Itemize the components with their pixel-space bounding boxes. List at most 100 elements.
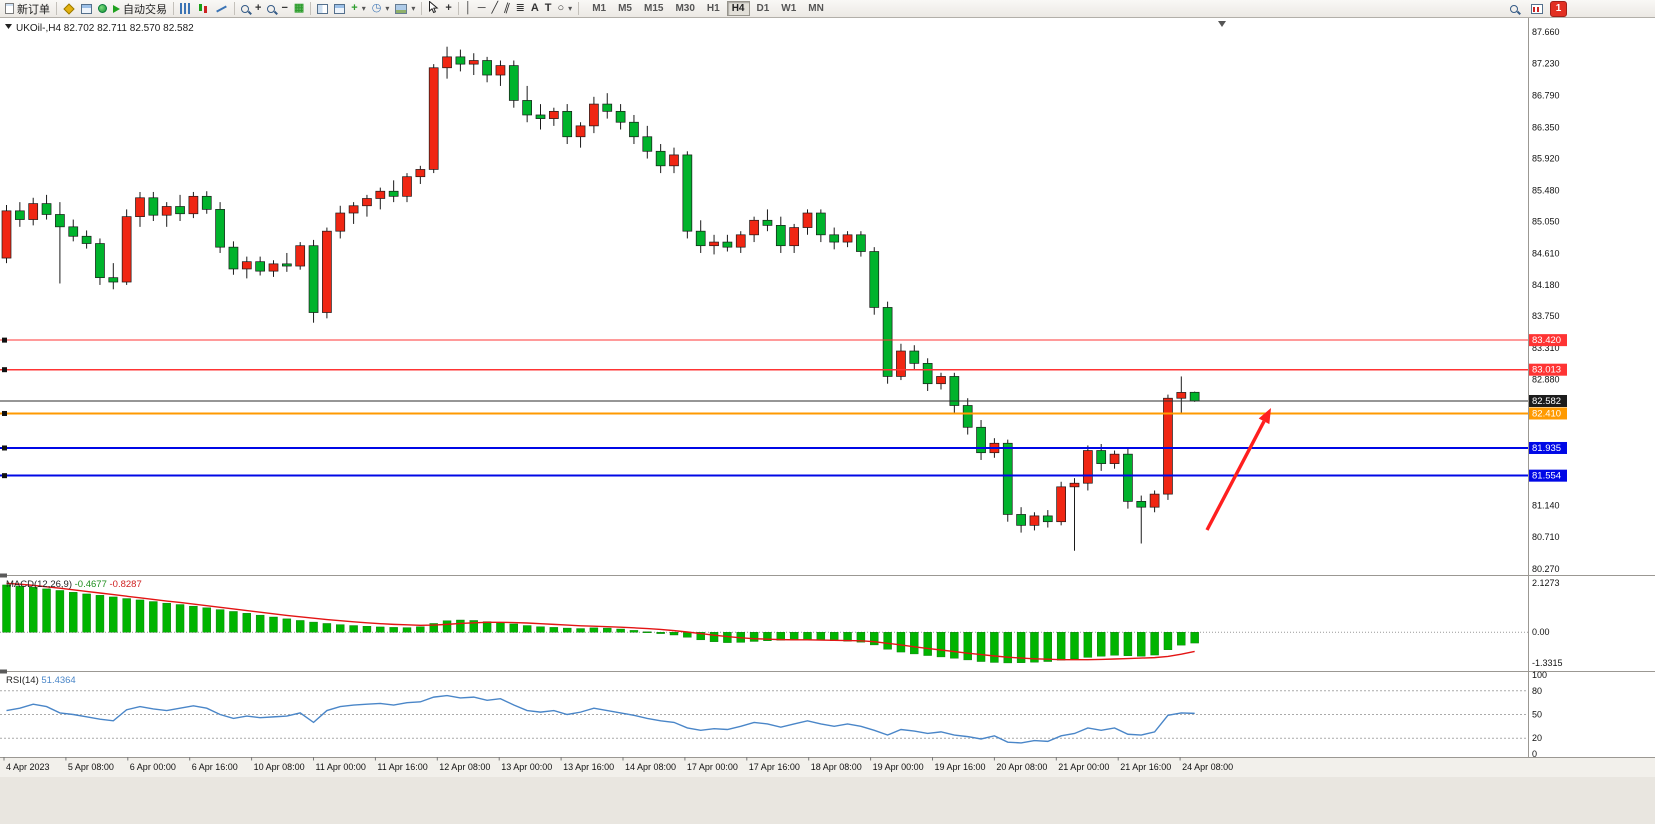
svg-text:11 Apr 00:00: 11 Apr 00:00: [316, 762, 366, 772]
horizontal-line-button[interactable]: ─: [475, 1, 489, 17]
separator-grip[interactable]: [0, 573, 7, 578]
chevron-down-icon: ▾: [568, 4, 573, 13]
crosshair-button[interactable]: +: [442, 1, 454, 17]
line-chart-button[interactable]: [212, 1, 231, 17]
orange-level-line-badge: [1529, 407, 1567, 420]
resistance-line-83013-badge: [1529, 363, 1567, 376]
text-button[interactable]: A: [528, 1, 542, 17]
chart-canvas[interactable]: 87.660 87.230 86.790 86.350 85.920 85.480 85.0…: [0, 18, 1655, 824]
resistance-line-83420-badge: [1529, 334, 1567, 347]
terminal-button[interactable]: [95, 1, 110, 17]
rsi-label: RSI(14) 51.4364: [6, 675, 76, 686]
timeframe-m30[interactable]: M30: [670, 1, 699, 16]
timeframe-m1[interactable]: M1: [587, 1, 611, 16]
tile-windows-icon: [317, 3, 329, 14]
symbol-dropdown-icon[interactable]: [5, 24, 12, 29]
svg-text:81.554: 81.554: [1532, 471, 1561, 482]
resistance-line-83013-anchor[interactable]: [2, 367, 7, 373]
channel-button[interactable]: ∥: [501, 1, 513, 17]
ellipse-icon: ○: [557, 2, 565, 14]
chevron-down-icon: ▾: [411, 4, 416, 13]
timeframe-d1[interactable]: D1: [752, 1, 775, 16]
vertical-line-button[interactable]: │: [462, 1, 475, 17]
svg-text:83.420: 83.420: [1532, 335, 1561, 346]
orange-level-line-anchor[interactable]: [2, 410, 7, 416]
resistance-line-83420-anchor[interactable]: [2, 337, 7, 343]
svg-text:4 Apr 2023: 4 Apr 2023: [6, 762, 50, 772]
support-line-81554-anchor[interactable]: [2, 473, 7, 479]
timeframe-mn[interactable]: MN: [803, 1, 829, 16]
svg-text:83.310: 83.310: [1532, 343, 1560, 353]
timeframe-h1[interactable]: H1: [702, 1, 725, 16]
svg-text:85.920: 85.920: [1532, 154, 1560, 164]
notification-badge[interactable]: 1: [1550, 0, 1567, 17]
navigator-button[interactable]: [78, 1, 95, 17]
macd-label: MACD(12,26,9) -0.4677 -0.8287: [6, 579, 142, 590]
toolbar-right-group: 1: [1507, 0, 1567, 17]
price-axis[interactable]: 87.660 87.230 86.790 86.350 85.920 85.480 85.0…: [1529, 27, 1567, 759]
svg-text:80: 80: [1532, 686, 1542, 696]
time-axis-strip[interactable]: [0, 757, 1655, 777]
svg-text:87.230: 87.230: [1532, 58, 1560, 68]
fibonacci-button[interactable]: ≣: [513, 1, 528, 17]
trendline-icon: ╱: [491, 2, 499, 14]
svg-text:21 Apr 00:00: 21 Apr 00:00: [1058, 762, 1109, 772]
zoom-out-button[interactable]: −: [264, 1, 290, 17]
svg-text:19 Apr 16:00: 19 Apr 16:00: [935, 762, 986, 772]
fibonacci-icon: ≣: [515, 2, 525, 14]
toolbar-separator: [310, 2, 312, 15]
time-axis[interactable]: 4 Apr 2023 5 Apr 08:00 6 Apr 00:00 6 Apr 16…: [3, 757, 1233, 772]
zoom-in-button[interactable]: +: [238, 1, 264, 17]
bar-chart-button[interactable]: [177, 1, 194, 17]
svg-text:21 Apr 16:00: 21 Apr 16:00: [1120, 762, 1171, 772]
current-price-line-badge: [1529, 394, 1567, 407]
timeframe-h4[interactable]: H4: [726, 1, 750, 16]
shapes-button[interactable]: ○ ▾: [555, 1, 576, 17]
terminal-icon: [98, 4, 107, 13]
timeframe-w1[interactable]: W1: [776, 1, 801, 16]
cascade-windows-button[interactable]: [331, 1, 348, 17]
search-icon: [1510, 4, 1518, 13]
zoom-in-icon: [241, 4, 249, 13]
status-strip: [0, 777, 1655, 824]
svg-text:13 Apr 00:00: 13 Apr 00:00: [501, 762, 552, 772]
svg-text:6 Apr 16:00: 6 Apr 16:00: [192, 762, 238, 772]
svg-text:13 Apr 16:00: 13 Apr 16:00: [563, 762, 614, 772]
timeframe-m15[interactable]: M15: [639, 1, 668, 16]
grid-button[interactable]: ▦: [291, 1, 307, 17]
search-button[interactable]: [1507, 1, 1524, 17]
svg-text:0.00: 0.00: [1532, 627, 1550, 637]
candlestick-series: [1, 46, 1200, 551]
chart-title: UKOil-,H4 82.702 82.711 82.570 82.582: [16, 23, 194, 34]
cursor-button[interactable]: [425, 0, 442, 17]
new-chart-button[interactable]: [1528, 1, 1546, 17]
horizontal-line-icon: ─: [477, 2, 486, 14]
timeframe-m5[interactable]: M5: [613, 1, 637, 16]
svg-text:17 Apr 16:00: 17 Apr 16:00: [749, 762, 800, 772]
trend-arrow-head[interactable]: [1258, 408, 1271, 425]
support-line-81935-anchor[interactable]: [2, 445, 7, 451]
candlestick-button[interactable]: [194, 1, 212, 17]
svg-text:2.1273: 2.1273: [1532, 578, 1560, 588]
chart-shift-marker[interactable]: [1218, 21, 1226, 27]
tile-windows-button[interactable]: [314, 1, 331, 17]
market-watch-button[interactable]: [60, 1, 78, 17]
new-order-button[interactable]: 新订单: [2, 1, 53, 17]
svg-text:5 Apr 08:00: 5 Apr 08:00: [68, 762, 114, 772]
auto-trading-button[interactable]: 自动交易: [110, 1, 170, 17]
indicators-button[interactable]: + ▾: [348, 1, 368, 17]
minus-glyph: −: [281, 2, 288, 14]
label-button[interactable]: T: [542, 1, 555, 17]
separator-grip[interactable]: [0, 669, 7, 674]
periods-button[interactable]: ◷ ▾: [369, 1, 393, 17]
crosshair-icon: +: [445, 2, 452, 14]
new-order-label: 新订单: [17, 3, 50, 16]
templates-button[interactable]: ▾: [392, 1, 418, 17]
toolbar-separator: [578, 2, 580, 15]
macd-signal-line: [6, 582, 1195, 661]
svg-text:84.180: 84.180: [1532, 280, 1560, 290]
trendline-button[interactable]: ╱: [488, 1, 501, 17]
trend-arrow[interactable]: [1205, 420, 1266, 531]
zoom-out-icon: [267, 4, 276, 13]
